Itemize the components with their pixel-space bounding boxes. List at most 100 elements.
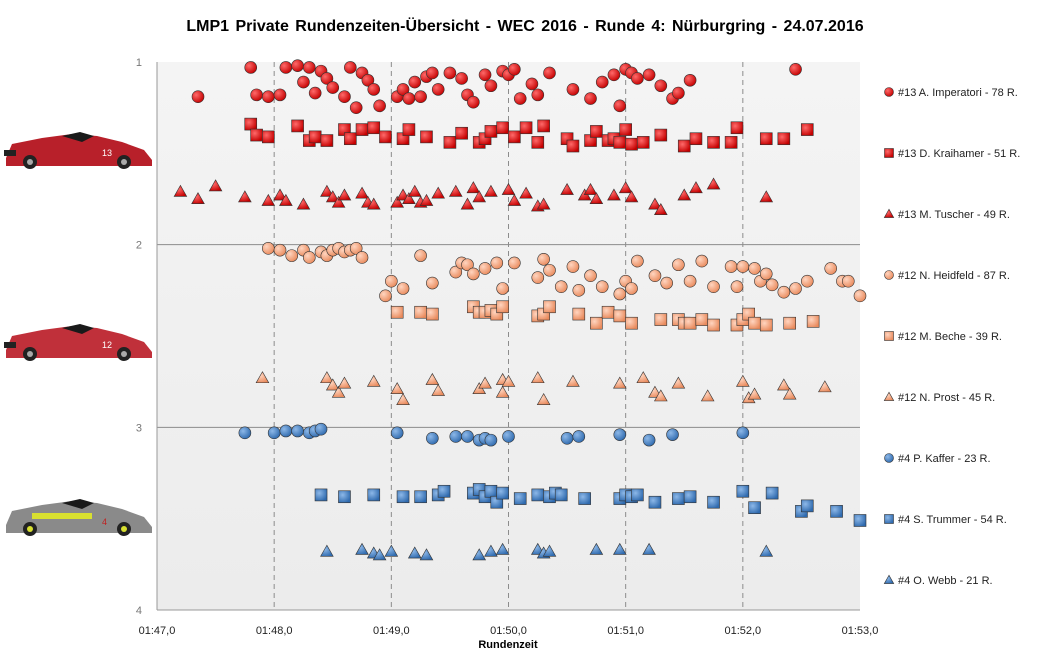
data-point	[472, 190, 487, 203]
data-point	[496, 282, 509, 295]
data-point	[689, 132, 703, 146]
data-point	[461, 258, 474, 272]
data-point	[443, 136, 457, 149]
data-point	[789, 282, 802, 295]
data-point	[531, 271, 545, 284]
data-point	[366, 374, 381, 387]
data-point	[273, 188, 287, 201]
car-13-image: 13	[4, 132, 152, 169]
data-point	[238, 426, 252, 440]
series-1	[191, 59, 802, 114]
data-point	[355, 542, 369, 555]
data-point	[484, 125, 498, 138]
data-point	[262, 90, 275, 104]
data-point	[612, 376, 627, 389]
data-point	[642, 68, 656, 82]
data-point	[619, 123, 632, 136]
data-point	[484, 484, 498, 498]
series-8	[314, 483, 867, 527]
data-point	[367, 83, 381, 96]
data-point	[461, 430, 474, 443]
data-point	[783, 316, 797, 330]
data-point	[408, 75, 422, 89]
data-point	[367, 488, 381, 502]
data-point	[337, 188, 352, 201]
data-point	[724, 260, 738, 273]
data-point	[508, 63, 521, 76]
data-point	[355, 251, 369, 264]
data-point	[613, 428, 627, 441]
data-point	[426, 431, 439, 445]
data-point	[841, 274, 855, 288]
x-axis-label: Rundenzeit	[478, 639, 538, 651]
data-point	[631, 72, 644, 85]
series-7	[238, 422, 750, 447]
data-point	[449, 265, 463, 279]
data-point	[261, 193, 276, 206]
series-6	[255, 371, 832, 405]
legend-marker	[884, 87, 894, 97]
data-point	[402, 192, 416, 205]
y-tick-label: 3	[136, 422, 142, 434]
data-point	[589, 542, 604, 555]
data-point	[566, 374, 580, 387]
data-point	[420, 130, 433, 144]
data-point	[595, 280, 609, 293]
data-point	[566, 260, 580, 273]
data-point	[496, 486, 509, 500]
data-point	[513, 492, 527, 505]
data-point	[736, 426, 750, 440]
data-point	[736, 484, 750, 498]
data-point	[554, 488, 568, 502]
data-point	[262, 242, 275, 255]
y-tick-label: 2	[136, 240, 142, 252]
data-point	[244, 117, 258, 131]
data-point	[789, 63, 802, 76]
data-point	[613, 136, 627, 149]
data-point	[590, 316, 603, 330]
data-point	[478, 376, 492, 389]
x-tick-label: 01:48,0	[256, 625, 293, 637]
data-point	[531, 136, 545, 149]
data-point	[572, 284, 586, 297]
data-point	[320, 134, 334, 147]
data-point	[455, 72, 468, 85]
svg-text:4: 4	[102, 517, 107, 527]
data-point	[590, 125, 603, 138]
data-point	[853, 514, 867, 527]
data-point	[366, 197, 381, 210]
data-point	[496, 121, 509, 135]
data-point	[208, 179, 223, 192]
car-4-image: 4	[6, 499, 152, 536]
data-point	[677, 188, 692, 201]
data-point	[759, 190, 774, 203]
data-point	[466, 181, 481, 194]
data-point	[467, 95, 480, 109]
data-point	[648, 197, 662, 210]
data-point	[373, 99, 386, 113]
data-point	[736, 260, 750, 273]
data-point	[660, 276, 673, 290]
data-point	[426, 276, 439, 290]
x-tick-label: 01:53,0	[842, 625, 879, 637]
data-point	[396, 83, 410, 96]
data-point	[531, 488, 545, 502]
data-point	[560, 431, 574, 445]
data-point	[818, 380, 832, 393]
data-point	[320, 72, 334, 85]
data-point	[572, 307, 586, 321]
data-point	[683, 73, 697, 87]
data-point	[425, 372, 440, 385]
data-point	[273, 88, 287, 102]
data-point	[484, 79, 498, 93]
data-point	[707, 495, 720, 509]
data-point	[536, 393, 551, 405]
data-point	[672, 492, 685, 505]
data-point	[530, 371, 545, 384]
data-point	[467, 267, 480, 281]
data-point	[303, 61, 316, 74]
data-point	[648, 269, 662, 283]
data-point	[262, 130, 275, 144]
legend-marker	[883, 574, 895, 584]
